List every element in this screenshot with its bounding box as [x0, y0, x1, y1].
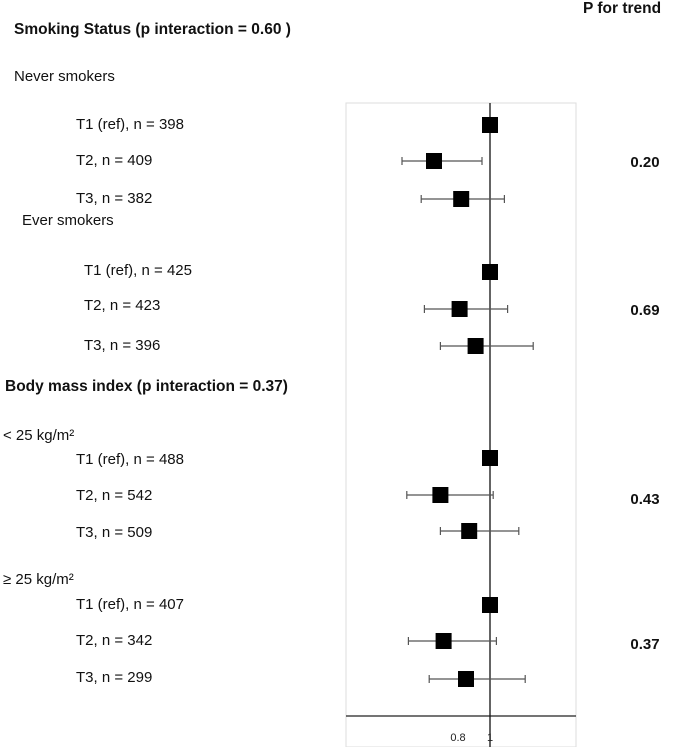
point-estimate: [426, 153, 442, 169]
point-estimate: [482, 264, 498, 280]
row-label: T2, n = 423: [84, 297, 161, 314]
point-estimate: [467, 338, 484, 354]
x-tick-label: 0.8: [450, 732, 465, 744]
p-trend-value: 0.37: [630, 636, 660, 653]
group-label-bmi-25-plus: ≥ 25 kg/m²: [3, 571, 74, 588]
p-trend-value: 0.20: [630, 154, 660, 171]
point-estimate: [482, 597, 498, 613]
point-estimate: [435, 633, 452, 649]
row-label: T3, n = 509: [76, 524, 153, 541]
p-trend-value: 0.69: [630, 302, 660, 319]
point-estimate: [451, 301, 468, 317]
row-label: T1 (ref), n = 398: [76, 116, 184, 133]
group-label-never-smokers: Never smokers: [14, 68, 115, 85]
point-estimate: [482, 117, 498, 133]
p-trend-header: P for trend: [583, 0, 662, 17]
row-label: T3, n = 396: [84, 337, 161, 354]
point-estimate: [482, 450, 498, 466]
row-label: T1 (ref), n = 488: [76, 451, 184, 468]
point-estimate: [461, 523, 478, 539]
row-label: T3, n = 382: [76, 190, 153, 207]
point-estimate: [453, 191, 470, 207]
section-title-bmi: Body mass index (p interaction = 0.37): [5, 378, 288, 395]
group-label-bmi-under-25: < 25 kg/m²: [3, 427, 75, 444]
row-label: T2, n = 542: [76, 487, 153, 504]
x-tick-label: 1: [487, 732, 493, 744]
group-label-ever-smokers: Ever smokers: [22, 212, 114, 229]
row-label: T3, n = 299: [76, 669, 153, 686]
point-estimate: [432, 487, 449, 503]
point-estimate: [458, 671, 474, 687]
section-title-smoking: Smoking Status (p interaction = 0.60 ): [14, 21, 291, 38]
row-label: T2, n = 342: [76, 632, 153, 649]
row-label: T1 (ref), n = 425: [84, 262, 192, 279]
row-label: T1 (ref), n = 407: [76, 596, 184, 613]
p-trend-value: 0.43: [630, 491, 660, 508]
plot-panel-border: [345, 102, 577, 747]
row-label: T2, n = 409: [76, 152, 153, 169]
